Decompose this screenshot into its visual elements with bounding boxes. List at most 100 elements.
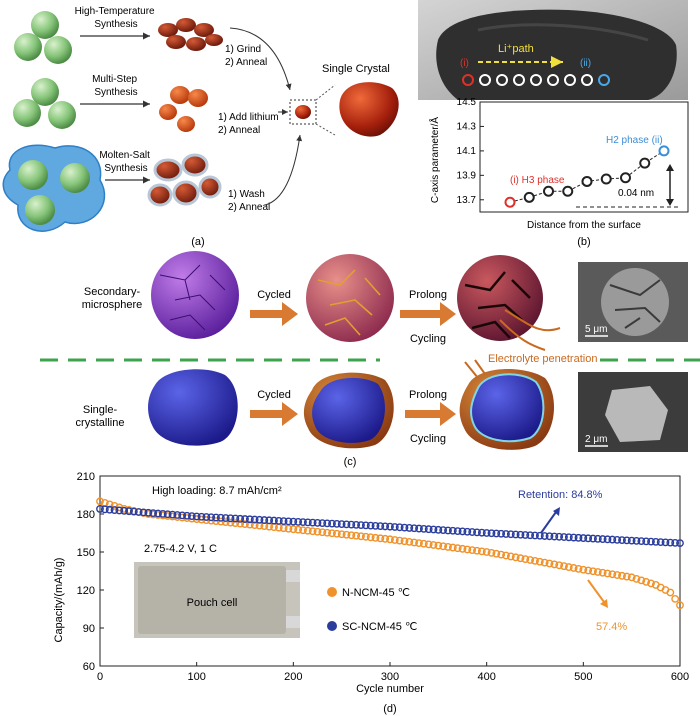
legend-label-blue: SC-NCM-45 ℃ [342, 621, 417, 633]
data-point [294, 517, 303, 526]
ytick-label: 13.9 [457, 170, 477, 181]
data-point [110, 506, 119, 514]
h2-phase-label: H2 phase (ii) [606, 135, 663, 146]
data-point [502, 530, 510, 538]
data-point [516, 530, 525, 539]
data-point [390, 536, 399, 544]
secondary-particle-cycled [306, 254, 394, 342]
capacity-ylabel: Capacity/(mAh/g) [53, 558, 65, 643]
data-point [535, 557, 544, 566]
data-point [245, 520, 254, 529]
data-point [361, 532, 370, 541]
data-point [555, 561, 564, 570]
data-point [439, 526, 448, 535]
data-point [545, 532, 554, 541]
data-point [96, 497, 104, 506]
data-point [255, 515, 264, 524]
data-point [589, 567, 597, 576]
data-point [506, 552, 515, 561]
xtick-label: 0 [97, 671, 103, 683]
data-point [381, 522, 390, 531]
data-point [226, 518, 235, 527]
data-point [468, 546, 477, 555]
panel-c: Secondary-microsphere Single-crystalline… [40, 251, 700, 468]
cparam-point [639, 157, 651, 169]
data-point [332, 529, 341, 538]
cparam-axis: 14.5 14.3 14.1 13.9 13.7 [457, 97, 484, 206]
data-point [231, 514, 240, 523]
data-point [129, 507, 138, 516]
data-point [299, 526, 307, 535]
data-point [197, 512, 206, 521]
single-crystal-prolonged [459, 359, 555, 450]
data-point [516, 554, 525, 563]
route-arrow-3 [264, 134, 303, 206]
electrolyte-penetration-label: Electrolyte penetration [488, 353, 597, 365]
data-point [415, 524, 423, 533]
data-point [453, 544, 462, 553]
data-point [448, 543, 457, 552]
retention-orange-arrow [587, 579, 605, 603]
data-point [158, 509, 167, 518]
method-label-2: Multi-Step Synthesis [92, 74, 140, 98]
data-point [647, 579, 655, 588]
data-point [376, 534, 385, 543]
data-point [366, 533, 375, 542]
panel-a-label: (a) [191, 236, 204, 248]
data-point [221, 514, 230, 522]
prolong-label-row1: Prolong [409, 289, 447, 301]
data-point [618, 536, 626, 544]
data-point [163, 510, 172, 519]
data-point [386, 522, 394, 531]
data-point [400, 523, 409, 532]
data-point [550, 532, 559, 541]
data-point [579, 534, 588, 542]
data-point [622, 536, 631, 545]
panel-b-label: (b) [577, 236, 590, 248]
ytick-label: 14.1 [457, 146, 477, 157]
data-point [608, 535, 617, 544]
cycled-label-row2: Cycled [257, 389, 291, 401]
data-point [371, 533, 380, 542]
data-point [289, 525, 298, 534]
data-point [482, 529, 491, 537]
data-point [318, 528, 327, 537]
data-point [637, 537, 646, 546]
method-label-3: Molten-Salt Synthesis [99, 150, 152, 174]
data-point [521, 531, 530, 539]
data-point [671, 538, 680, 547]
capacity-xlabel: Cycle number [356, 683, 424, 695]
data-point [371, 522, 380, 530]
data-point [564, 533, 573, 542]
retention-orange-label: 57.4% [596, 621, 627, 633]
data-point [584, 534, 593, 543]
cycled-label-row1: Cycled [257, 289, 291, 301]
panel-d: 60 90 120 150 180 210 0 100 200 300 400 500 600 Capa… [53, 471, 689, 715]
data-point [550, 560, 559, 569]
cparam-point [600, 173, 612, 185]
data-point [492, 549, 501, 558]
data-point [497, 529, 506, 538]
data-point [477, 547, 486, 556]
data-point [545, 559, 554, 568]
tem-marker [513, 74, 525, 86]
data-point [608, 570, 617, 579]
data-point [342, 530, 351, 539]
data-point [221, 518, 230, 527]
data-point [632, 574, 641, 583]
data-point [506, 530, 515, 539]
ytick-label: 14.3 [457, 121, 477, 132]
cparam-point [581, 175, 593, 187]
data-point [410, 524, 419, 533]
data-point [168, 510, 177, 519]
data-point [134, 508, 143, 516]
data-point [125, 507, 133, 516]
xtick-label: 600 [671, 671, 689, 683]
data-point [241, 520, 249, 529]
data-point [453, 527, 462, 535]
data-point [250, 515, 259, 524]
data-point [216, 517, 225, 526]
secondary-particle-prolonged [457, 255, 561, 351]
arrow-prolong-row1 [400, 302, 456, 326]
data-point [555, 532, 564, 541]
